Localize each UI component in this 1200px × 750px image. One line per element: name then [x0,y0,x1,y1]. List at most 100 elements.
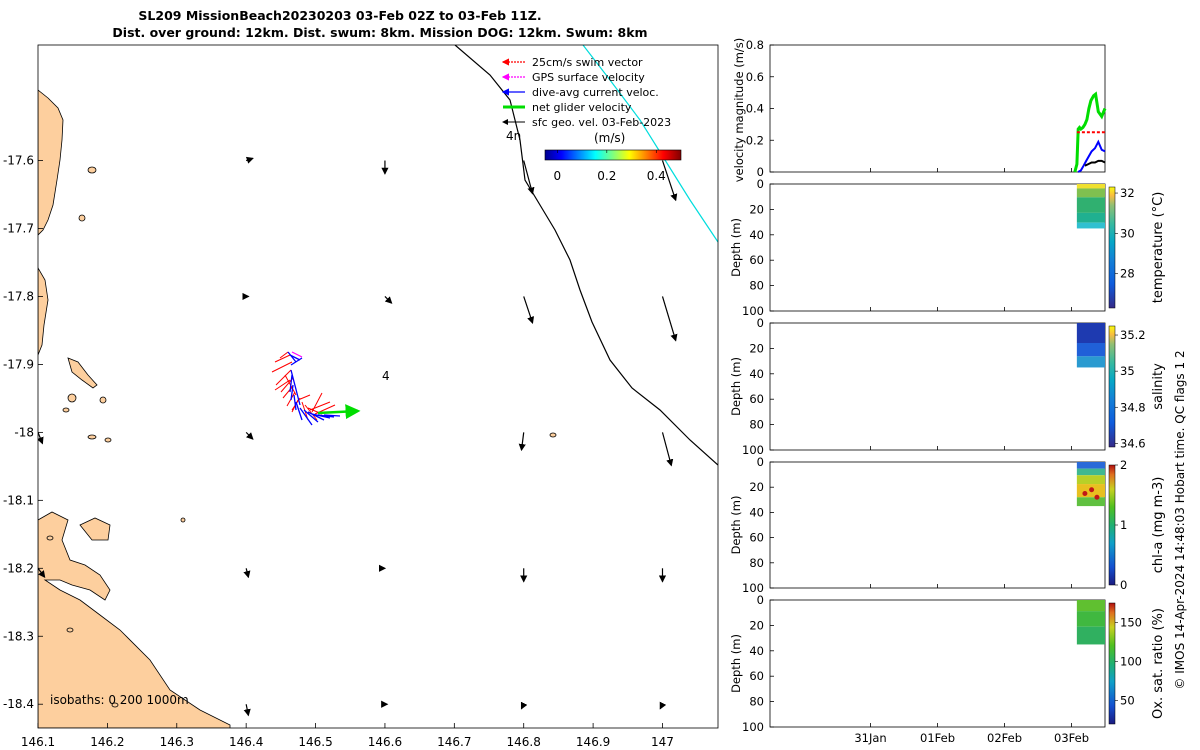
temperature-colorbar-label: temperature (°C) [1151,192,1166,304]
map-frame [37,44,719,729]
dive-avg-current-vectors [287,351,341,426]
geo-vector [38,432,44,445]
map-xtick-label: 146.5 [298,735,332,749]
salinity-frame [769,322,1106,451]
title-line-1: SL209 MissionBeach20230203 03-Feb 02Z to… [138,8,542,23]
isobath-1000m [582,45,718,243]
profile-panels: 0 0.2 0.4 0.6 0.8 velocity magnitude (m/s) 0… [729,38,1187,745]
geo-vector [661,296,678,342]
gps-surface-velocity-vector [291,351,303,358]
chla-profile-block [1076,462,1105,469]
chla-profile-block [1076,468,1105,476]
colorbar-gradient [544,149,682,161]
time-tick-label: 02Feb [987,731,1022,745]
time-tick-label: 03Feb [1054,731,1089,745]
velocity-frame [769,44,1106,173]
oxygen-colorbar-tick-label: 100 [1120,655,1142,669]
map-xtick-label: 147 [651,735,674,749]
depth-tick-label: 100 [742,443,764,457]
map-ytick-label: -17.9 [3,357,34,371]
legend-net-label: net glider velocity [532,101,632,114]
legend-swim-label: 25cm/s swim vector [532,56,643,69]
oxygen-frame [769,599,1106,728]
temperature-panel: 0 20 40 60 80 100 Depth (m) 32 30 28 temperature (… [729,177,1166,318]
chla-panel: 0 20 40 60 80 100 Depth (m) 2 1 0 chl-a (mg m-3) [729,455,1166,595]
chla-frame [769,461,1106,589]
time-tick-label: 01Feb [920,731,955,745]
geo-vector [38,567,46,579]
salinity-profile-block [1076,343,1105,357]
map-xtick-label: 146.6 [368,735,402,749]
depth-tick-label: 0 [757,316,764,330]
temperature-colorbar-tick-label: 32 [1120,186,1135,200]
velocity-ytick-label: 0 [757,165,764,179]
depth-tick-label: 40 [749,505,764,519]
salinity-colorbar-tick-label: 34.8 [1120,400,1146,414]
colorbar-tick-label: 0.4 [647,169,666,183]
temperature-colorbar-tick-label: 28 [1120,267,1135,281]
coastline-north [38,89,64,236]
salinity-profile-block [1076,356,1105,368]
chla-depth-label: Depth (m) [729,496,743,555]
time-tick-label: 31Jan [854,731,886,745]
map-ytick-label: -18.2 [3,561,34,575]
temperature-profile-block [1076,222,1105,229]
velocity-ytick-label: 0.4 [746,102,764,116]
salinity-colorbar-tick-label: 35.2 [1120,328,1146,342]
temperature-colorbar [1108,186,1116,309]
map-xtick-label: 146.1 [21,735,55,749]
depth-tick-label: 100 [742,304,764,318]
chla-colorbar-tick-label: 0 [1120,578,1127,592]
chla-colorbar-label: chl-a (mg m-3) [1151,477,1166,574]
chla-profile-block [1076,475,1105,485]
title-line-2: Dist. over ground: 12km. Dist. swum: 8km… [112,25,648,40]
depth-tick-label: 100 [742,720,764,734]
depth-tick-label: 80 [749,695,764,709]
salinity-colorbar-tick-label: 35 [1120,364,1135,378]
depth-tick-label: 40 [749,367,764,381]
salinity-depth-label: Depth (m) [729,357,743,416]
temperature-frame [769,183,1106,312]
chla-hotspot [1094,494,1100,500]
geo-vector [243,568,251,579]
temperature-colorbar-tick-label: 30 [1120,226,1135,240]
depth-tick-label: 0 [757,177,764,191]
isobath-200m [454,45,718,466]
geo-vector [518,432,526,452]
depth-tick-label: 40 [749,228,764,242]
chla-hotspot [1089,487,1095,493]
velocity-ylabel: velocity magnitude (m/s) [732,38,746,183]
small-islands [46,166,557,708]
map-axes: 146.1 146.2 146.3 146.4 146.5 146.6 146.7 146.8… [3,44,719,749]
depth-tick-label: 20 [749,480,764,494]
salinity-colorbar [1108,325,1116,448]
map-xtick-label: 146.4 [229,735,263,749]
geo-vector [659,701,667,710]
velocity-ytick-label: 0.2 [746,133,764,147]
chla-profile-block [1076,497,1105,507]
geo-vector [523,296,535,324]
geo-vector [243,704,251,717]
oxygen-colorbar-label: Ox. sat. ratio (%) [1151,608,1166,719]
imos-credit: © IMOS 14-Apr-2024 14:48:03 Hobart time.… [1173,350,1187,689]
chla-colorbar-tick-label: 2 [1120,458,1127,472]
oxygen-colorbar-tick-label: 50 [1120,694,1135,708]
map-xtick-label: 146.3 [160,735,194,749]
colorbar-label: (m/s) [594,131,625,145]
annotation-4n: 4n [506,129,521,143]
geo-vector [245,156,254,164]
oxygen-profile-block [1076,626,1105,645]
annotation-4: 4 [382,369,390,383]
depth-tick-label: 60 [749,669,764,683]
depth-tick-label: 80 [749,418,764,432]
temperature-profile-block [1076,212,1105,223]
depth-tick-label: 80 [749,279,764,293]
island-large [67,357,98,389]
oxygen-profile-block [1076,600,1105,612]
depth-tick-label: 20 [749,341,764,355]
depth-tick-label: 0 [757,455,764,469]
depth-tick-label: 100 [742,581,764,595]
oxygen-panel: 0 20 40 60 80 100 Depth (m) 150 100 50 Ox. sat. ra… [729,593,1166,734]
geo-vector [661,160,678,202]
